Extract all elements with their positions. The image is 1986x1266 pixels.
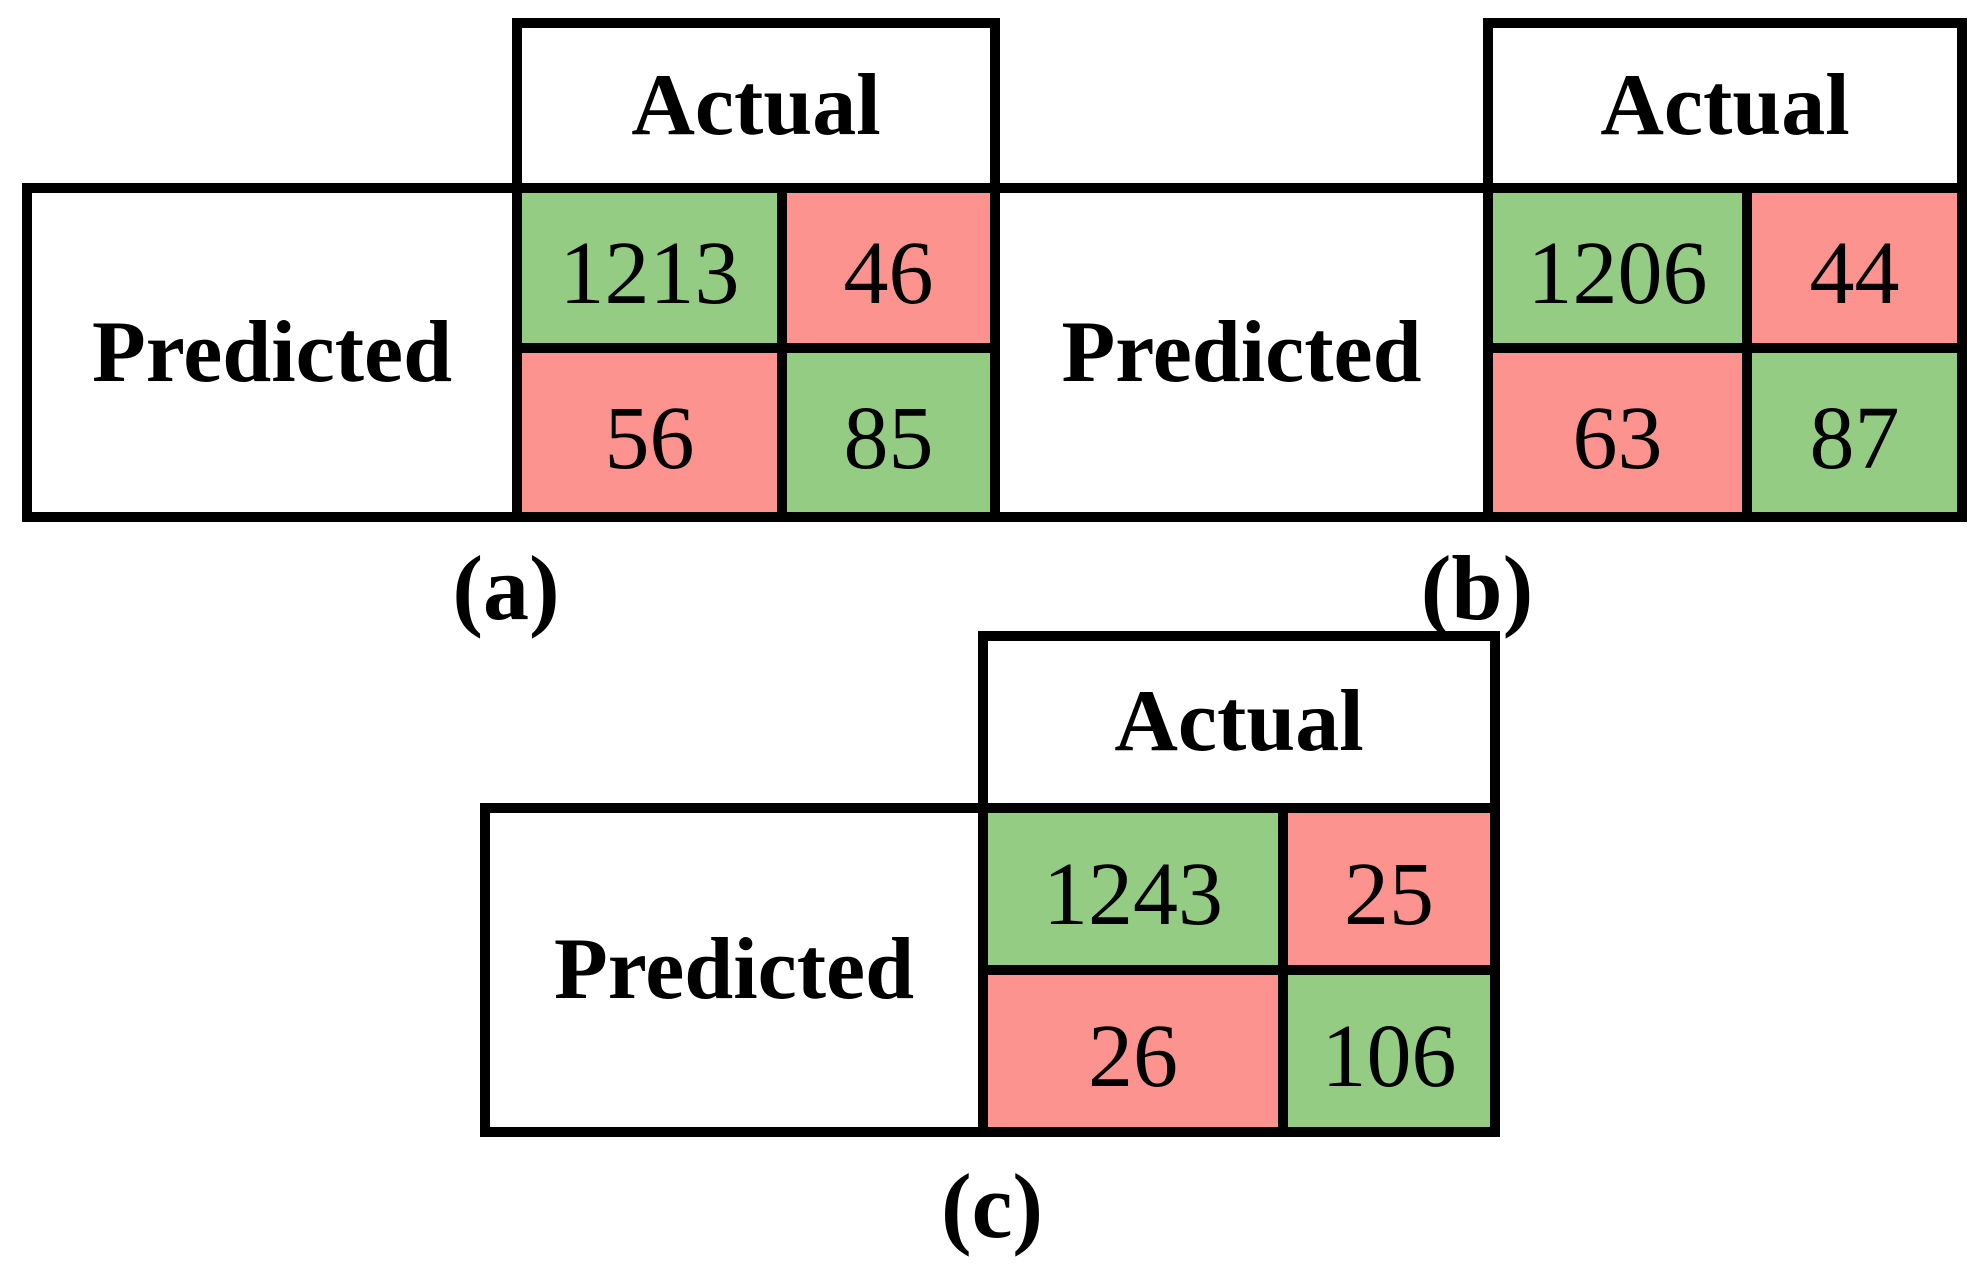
predicted-header-label: Predicted <box>91 303 453 401</box>
actual-header-label: Actual <box>631 56 881 154</box>
cell-value: 1243 <box>1043 845 1223 944</box>
predicted-header-label: Predicted <box>1061 303 1422 401</box>
matrix-cell-r1c1: 87 <box>1752 353 1957 512</box>
matrix-cell-r0c0: 1206 <box>1493 193 1742 343</box>
cell-value: 63 <box>1572 388 1663 488</box>
matrix-cell-r0c1: 46 <box>787 193 990 343</box>
predicted-header-box-a: Predicted <box>22 183 522 522</box>
cells-grid-a: 1213 46 56 85 <box>512 183 1000 522</box>
cell-value: 1213 <box>559 224 740 323</box>
actual-header-label: Actual <box>1600 56 1850 154</box>
predicted-header-label: Predicted <box>553 921 915 1018</box>
cell-value: 87 <box>1809 388 1900 488</box>
cell-value: 46 <box>843 224 934 323</box>
cell-value: 26 <box>1088 1007 1178 1106</box>
matrix-cell-r1c0: 63 <box>1493 353 1742 512</box>
cells-grid-c: 1243 25 26 106 <box>978 803 1500 1137</box>
matrix-cell-r1c0: 26 <box>988 975 1278 1127</box>
matrix-cell-r0c1: 44 <box>1752 193 1957 343</box>
cell-value: 25 <box>1344 845 1434 944</box>
figure-label-a: (a) <box>452 537 560 639</box>
matrix-cell-r0c0: 1213 <box>522 193 777 343</box>
figure-label-c: (c) <box>940 1155 1044 1257</box>
actual-header-label: Actual <box>1114 673 1364 770</box>
matrix-cell-r0c1: 25 <box>1288 813 1490 965</box>
matrix-cell-r0c0: 1243 <box>988 813 1278 965</box>
matrix-cell-r1c0: 56 <box>522 353 777 512</box>
actual-header-box-a: Actual <box>512 18 1000 193</box>
cell-value: 44 <box>1809 224 1900 323</box>
cell-value: 85 <box>843 388 934 488</box>
cell-value: 106 <box>1321 1007 1457 1106</box>
cell-value: 1206 <box>1527 224 1708 323</box>
figure-label-b: (b) <box>1420 537 1534 639</box>
matrix-cell-r1c1: 85 <box>787 353 990 512</box>
actual-header-box-c: Actual <box>978 631 1500 813</box>
cell-value: 56 <box>604 388 695 488</box>
actual-header-box-b: Actual <box>1483 18 1967 193</box>
matrix-cell-r1c1: 106 <box>1288 975 1490 1127</box>
cells-grid-b: 1206 44 63 87 <box>1483 183 1967 522</box>
predicted-header-box-b: Predicted <box>990 183 1493 522</box>
predicted-header-box-c: Predicted <box>480 803 988 1137</box>
